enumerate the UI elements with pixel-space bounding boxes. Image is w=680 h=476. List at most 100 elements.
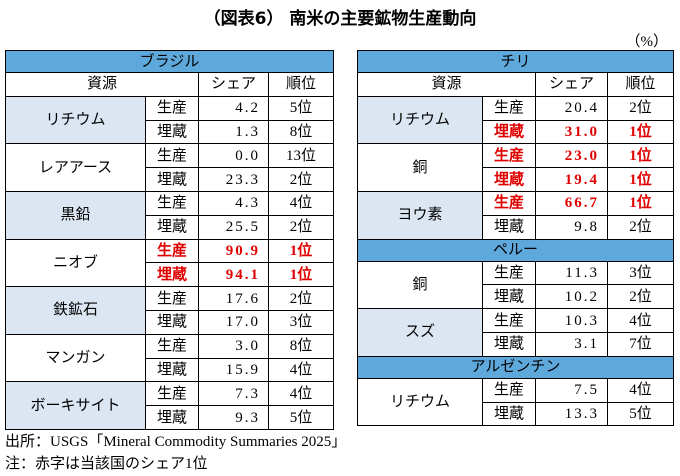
- data-row: レアアース 生産 0.0 13位: [5, 143, 335, 192]
- section-title: ペルー: [356, 238, 675, 262]
- share: 10.3: [535, 308, 608, 333]
- rank: 1位: [606, 190, 675, 216]
- kind: 埋蔵: [145, 167, 199, 192]
- data-row: 黒鉛 生産 4.3 4位: [5, 190, 335, 240]
- kind: 生産: [482, 308, 536, 333]
- share: 4.3: [198, 190, 269, 216]
- section-title: チリ: [356, 50, 675, 73]
- share: 9.8: [535, 214, 608, 240]
- kind: 埋蔵: [482, 401, 536, 427]
- share: 9.3: [198, 405, 269, 430]
- share: 90.9: [198, 238, 269, 264]
- title: （図表6） 南米の主要鉱物生産動向: [203, 9, 477, 29]
- rank: 4位: [606, 377, 675, 403]
- share: 15.9: [198, 357, 269, 383]
- rank: 3位: [606, 260, 675, 286]
- rank: 5位: [267, 405, 335, 430]
- share: 1.3: [198, 119, 269, 145]
- kind: 埋蔵: [145, 309, 199, 335]
- rank: 4位: [267, 357, 335, 383]
- data-row: ヨウ素 生産 66.7 1位: [357, 190, 675, 240]
- data-row: リチウム 生産 7.5 4位: [357, 377, 675, 427]
- rank: 2位: [606, 95, 675, 121]
- rank: 1位: [267, 238, 335, 264]
- data-row: 銅生産 11.3 3位: [357, 260, 675, 310]
- rank: 1位: [606, 143, 675, 169]
- data-row: 埋蔵 9.3 5位: [6, 405, 335, 430]
- column-header: 順位: [606, 72, 675, 97]
- section-title: アルゼンチン: [356, 355, 675, 379]
- share: 31.0: [535, 119, 608, 145]
- rank: 8位: [267, 119, 335, 145]
- share: 20.4: [535, 95, 608, 121]
- data-row: マンガン 生産 3.0 8位: [5, 333, 335, 383]
- section-row: ブラジル: [4, 50, 335, 73]
- data-row: 埋蔵 1.3 8位: [6, 119, 335, 145]
- kind: 埋蔵: [145, 405, 199, 430]
- mineral-name: リチウム: [357, 95, 483, 145]
- data-row: 埋蔵 25.5 2位: [6, 214, 335, 240]
- share: 3.0: [198, 333, 269, 359]
- rank: 2位: [267, 286, 335, 311]
- kind: 埋蔵: [482, 119, 536, 145]
- data-row: 埋蔵 19.4 1位: [358, 167, 675, 192]
- kind: 生産: [482, 260, 536, 286]
- panel: チリ 資源 シェア 順位 リチウム 生産 20.4 2位 埋蔵 31.0 1位銅生産 23.0 1位 埋蔵…: [356, 50, 675, 427]
- rank: 2位: [606, 214, 675, 240]
- kind: 生産: [482, 143, 536, 169]
- mineral-name: ボーキサイト: [5, 381, 146, 430]
- data-row: リチウム 生産 20.4 2位: [357, 95, 675, 145]
- data-row: 埋蔵 31.0 1位: [358, 119, 675, 145]
- data-row: 埋蔵 23.3 2位: [6, 167, 335, 192]
- column-header: 資源: [357, 72, 536, 97]
- kind: 生産: [145, 143, 199, 169]
- data-row: 鉄鉱石 生産 17.6 2位: [5, 286, 335, 335]
- kind: 埋蔵: [145, 214, 199, 240]
- share: 0.0: [198, 143, 269, 169]
- share: 17.6: [198, 286, 269, 311]
- section-title: ブラジル: [4, 50, 335, 73]
- kind: 埋蔵: [482, 214, 536, 240]
- mineral-name: リチウム: [357, 377, 483, 427]
- table: チリ 資源 シェア 順位 リチウム 生産 20.4 2位 埋蔵 31.0 1位銅生産 23.0 1位 埋蔵…: [356, 50, 675, 427]
- rank: 3位: [267, 309, 335, 335]
- kind: 埋蔵: [145, 119, 199, 145]
- rank: 7位: [606, 331, 675, 357]
- data-row: ニオブ 生産 90.9 1位: [5, 238, 335, 288]
- data-row: 埋蔵 17.0 3位: [6, 309, 335, 335]
- header-row: 資源 シェア 順位: [5, 72, 335, 97]
- rank: 4位: [267, 190, 335, 216]
- mineral-name: ヨウ素: [357, 190, 483, 240]
- mineral-name: マンガン: [5, 333, 146, 383]
- share: 23.0: [535, 143, 608, 169]
- share: 11.3: [535, 260, 608, 286]
- mineral-name: レアアース: [5, 143, 146, 192]
- kind: 生産: [482, 190, 536, 216]
- section-row: アルゼンチン: [356, 355, 675, 379]
- kind: 生産: [145, 381, 199, 407]
- section-row: ペルー: [356, 238, 675, 262]
- data-row: 埋蔵 10.2 2位: [358, 284, 675, 310]
- data-row: 埋蔵 15.9 4位: [6, 357, 335, 383]
- column-header: 資源: [5, 72, 199, 97]
- kind: 生産: [145, 238, 199, 264]
- mineral-name: 銅: [357, 260, 483, 310]
- kind: 生産: [145, 190, 199, 216]
- kind: 生産: [482, 95, 536, 121]
- mineral-name: スズ: [357, 308, 483, 357]
- share: 94.1: [198, 262, 269, 288]
- rank: 5位: [267, 95, 335, 121]
- rank: 1位: [606, 119, 675, 145]
- share: 4.2: [198, 95, 269, 121]
- kind: 埋蔵: [482, 331, 536, 357]
- data-row: 埋蔵 13.3 5位: [358, 401, 675, 427]
- panel: ブラジル 資源 シェア 順位 リチウム 生産 4.2 5位 埋蔵 1.3 8位 レアアース 生産 0.0 1…: [4, 50, 335, 430]
- rank: 4位: [606, 308, 675, 333]
- column-header: シェア: [535, 72, 608, 97]
- mineral-name: 黒鉛: [5, 190, 146, 240]
- kind: 埋蔵: [482, 167, 536, 192]
- share: 13.3: [535, 401, 608, 427]
- share: 66.7: [535, 190, 608, 216]
- column-header: シェア: [198, 72, 269, 97]
